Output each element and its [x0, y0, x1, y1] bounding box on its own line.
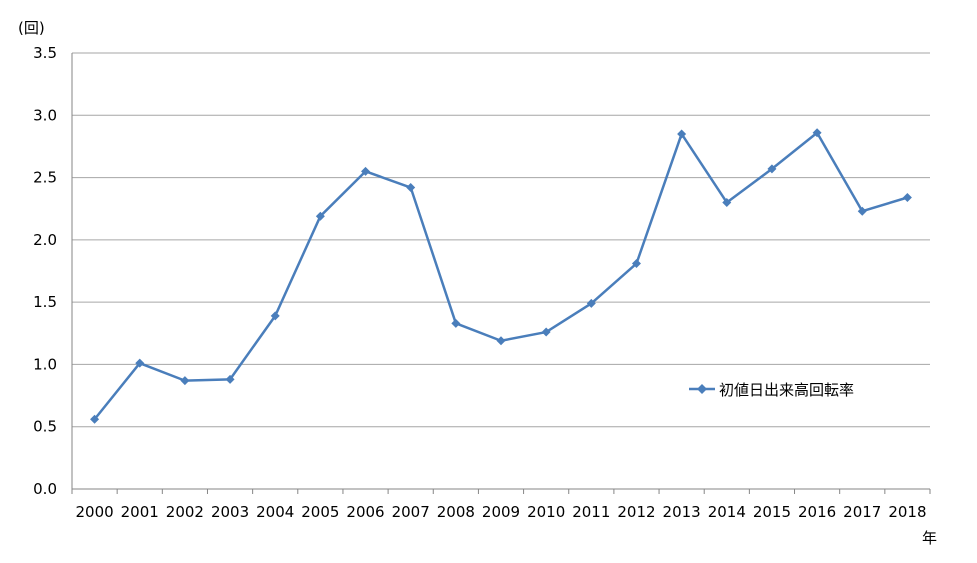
x-tick-label: 2014	[708, 503, 746, 521]
x-tick-label: 2012	[617, 503, 655, 521]
series	[90, 128, 912, 424]
data-point	[315, 211, 325, 221]
y-tick-label: 3.0	[33, 106, 57, 124]
x-axis-ticks: 2000 2001 2002 2003 2004 2005 2006 2007 2008 2009…	[75, 503, 926, 521]
x-tick-label: 2015	[753, 503, 791, 521]
y-tick-label: 1.0	[33, 355, 57, 373]
x-tick-label: 2017	[843, 503, 881, 521]
y-tick-label: 2.5	[33, 169, 57, 187]
x-tick-label: 2011	[572, 503, 610, 521]
y-tick-label: 0.5	[33, 418, 57, 436]
x-tick-label: 2007	[392, 503, 430, 521]
y-tick-label: 1.5	[33, 293, 57, 311]
data-point	[406, 183, 416, 193]
data-point	[90, 414, 100, 424]
legend-label: 初値日出来高回転率	[719, 381, 854, 399]
x-tick-label: 2016	[798, 503, 836, 521]
x-tick-label: 2000	[75, 503, 113, 521]
data-point	[812, 128, 822, 138]
data-point	[496, 336, 506, 346]
y-tick-label: 0.0	[33, 480, 57, 498]
x-tick-label: 2005	[301, 503, 339, 521]
legend-marker	[697, 384, 707, 394]
data-point	[225, 374, 235, 384]
x-tick-label: 2002	[166, 503, 204, 521]
data-point	[361, 166, 371, 176]
y-tick-label: 3.5	[33, 44, 57, 62]
data-point	[902, 193, 912, 203]
data-point	[857, 206, 867, 216]
y-tick-label: 2.0	[33, 231, 57, 249]
x-tick-label: 2004	[256, 503, 294, 521]
y-axis-ticks: 0.0 0.5 1.0 1.5 2.0 2.5 3.0 3.5	[33, 44, 57, 498]
data-point	[631, 259, 641, 269]
x-tick-label: 2006	[346, 503, 384, 521]
x-tick-label: 2001	[121, 503, 159, 521]
y-unit-label: (回)	[18, 19, 45, 37]
data-point	[135, 358, 145, 368]
x-unit-label: 年	[922, 529, 937, 547]
x-axis	[71, 53, 931, 494]
x-tick-label: 2013	[663, 503, 701, 521]
data-point	[270, 311, 280, 321]
x-tick-label: 2018	[888, 503, 926, 521]
data-point	[541, 327, 551, 337]
legend: 初値日出来高回転率	[689, 381, 854, 399]
x-tick-label: 2009	[482, 503, 520, 521]
series-line	[93, 131, 908, 421]
x-tick-label: 2008	[437, 503, 475, 521]
data-point	[767, 164, 777, 174]
x-tick-label: 2010	[527, 503, 565, 521]
data-point	[180, 376, 190, 386]
gridlines	[72, 52, 930, 428]
data-point	[722, 197, 732, 207]
data-point	[586, 298, 596, 308]
data-point	[451, 318, 461, 328]
x-tick-label: 2003	[211, 503, 249, 521]
data-point	[677, 129, 687, 139]
